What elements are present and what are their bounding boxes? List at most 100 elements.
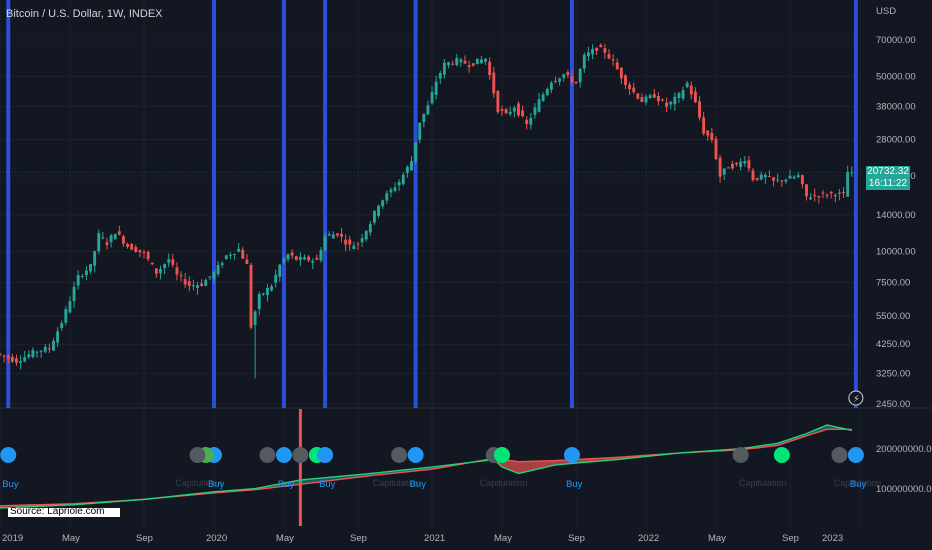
candle [722,168,726,175]
x-tick-label: May [494,533,512,544]
candle [224,255,228,259]
candle [632,87,636,93]
candle [126,244,129,247]
candle [772,177,776,181]
candle [286,254,290,260]
candle [710,133,714,141]
candle [492,72,496,94]
buy-label: Buy [278,479,295,490]
candle [80,276,84,278]
x-tick-label: Sep [782,533,799,544]
indicator-fill [518,461,523,474]
candle [533,107,537,115]
candle [673,96,677,105]
candle [739,161,743,168]
candle [241,249,245,259]
candle [167,259,171,263]
candle [455,57,459,65]
candle [253,311,257,326]
candle [442,62,446,75]
candle [385,193,389,201]
candle [640,97,644,103]
signal-bubble [275,447,292,463]
candle [237,248,241,252]
candle [665,102,669,107]
signal-line [323,0,328,408]
signal-bubble [831,447,848,463]
candle [591,48,594,55]
y-tick-label: 28000.00 [876,134,916,145]
candle [648,95,652,98]
candle [10,356,14,362]
candle [615,62,619,70]
candle [661,99,664,101]
candle [833,194,837,197]
candle [805,184,808,197]
candle [274,274,278,283]
candle [97,233,101,252]
signal-bubble [391,447,408,463]
signal-line [211,0,216,408]
candle [821,192,825,194]
candle [451,63,455,65]
x-tick-label: Sep [350,533,367,544]
candle [360,238,364,243]
candle [628,84,632,90]
x-tick-label: May [62,533,80,544]
candle [64,309,68,323]
candle [410,161,413,171]
candle [307,256,311,261]
candle [109,235,113,242]
candle [249,264,253,328]
y-tick-label: 70000.00 [876,35,916,46]
candle [122,236,125,244]
signal-bubble [407,447,424,463]
y-tick-label: 2450.00 [876,399,910,410]
candle [430,92,434,104]
y-tick-label: 7500.00 [876,278,910,289]
signal-bubble [494,447,511,463]
x-tick-label: 2022 [638,533,659,544]
candle [377,205,381,217]
signal-line [569,0,574,408]
signal-bubble [0,447,17,463]
indicator-fill [539,460,544,469]
y-tick-label: 50000.00 [876,72,916,83]
capitulation-label: Capitulation [373,478,421,488]
candle [578,69,582,83]
candle [319,250,323,261]
candle [582,54,586,69]
candle [335,233,339,236]
candle [187,281,191,287]
candle [171,259,175,265]
candle [529,118,533,125]
candle [200,283,204,286]
buy-label: Buy [850,479,867,490]
candle [562,74,566,78]
candle [735,162,738,165]
indicator-fill [506,460,511,471]
candle [755,177,759,180]
candle [93,251,97,266]
candle [570,76,574,83]
x-tick-label: 2021 [424,533,445,544]
candle [751,170,755,181]
y-tick-label: 14000.00 [876,210,916,221]
candle [599,44,603,48]
candle [512,107,516,112]
candle [368,224,372,233]
candle [426,105,430,115]
candle [842,192,845,194]
candle [68,301,72,313]
candle [624,75,627,85]
candle [743,161,747,164]
signal-bubble [773,447,790,463]
candle [72,286,76,302]
x-tick-label: 2019 [2,533,23,544]
candle [607,54,611,59]
candle [817,196,821,198]
candle [434,81,438,95]
candle [517,103,520,116]
